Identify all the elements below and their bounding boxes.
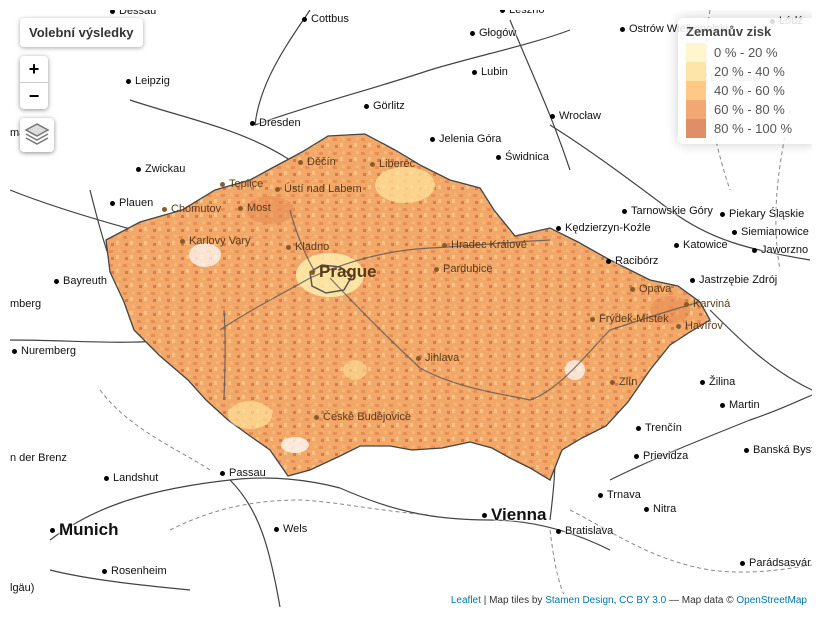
- legend-row: 60 % - 80 %: [686, 100, 808, 119]
- city-label: Jaworzno: [752, 244, 808, 256]
- city-label-major: Munich: [50, 520, 119, 540]
- city-label-cz: Karviná: [684, 298, 730, 310]
- city-label: Nitra: [644, 503, 676, 515]
- city-label-cz: Chomutov: [162, 203, 221, 215]
- city-label: Wels: [274, 523, 307, 535]
- blank-area: [281, 437, 309, 453]
- city-label: Bratislava: [556, 525, 613, 537]
- license-link[interactable]: CC BY 3.0: [619, 595, 667, 606]
- city-label: Lubin: [472, 66, 508, 78]
- city-label: Jastrzębie Zdrój: [690, 274, 777, 286]
- city-label: Tarnowskie Góry: [622, 205, 713, 217]
- city-label-cz: Havířov: [676, 320, 723, 332]
- zoom-control: + −: [20, 56, 48, 109]
- city-label-cz: Frýdek-Místek: [590, 313, 669, 325]
- legend-title: Zemanův zisk: [686, 24, 772, 39]
- city-label-major: Vienna: [482, 505, 546, 525]
- dark-area: [246, 196, 294, 224]
- city-label: Trnava: [598, 489, 641, 501]
- city-label: Racibórz: [606, 255, 658, 267]
- legend-swatch: [686, 43, 706, 62]
- city-label: Świdnica: [496, 151, 549, 163]
- leaflet-link[interactable]: Leaflet: [450, 595, 481, 606]
- roads: [10, 10, 812, 607]
- city-label: Siemianowice: [732, 226, 809, 238]
- city-label: Głogów: [470, 27, 516, 39]
- city-label: Trenčín: [636, 422, 682, 434]
- legend-swatch: [686, 119, 706, 138]
- blank-area: [189, 243, 221, 267]
- city-label: Piekary Śląskie: [720, 208, 804, 220]
- city-label: Görlitz: [364, 100, 405, 112]
- zoom-out-button[interactable]: −: [28, 86, 40, 106]
- city-label-cz: Liberec: [370, 158, 415, 170]
- city-label-cz: České Budějovice: [314, 411, 411, 423]
- city-label-cz: Kladno: [286, 241, 329, 253]
- city-label-cz: Teplice: [220, 178, 263, 190]
- city-label: Nuremberg: [12, 345, 76, 357]
- city-label: Leszno: [500, 10, 544, 16]
- city-label-cz: Karlovy Vary: [180, 235, 251, 247]
- city-label: Dessau: [110, 10, 156, 17]
- city-label: Dresden: [250, 117, 301, 129]
- city-label: Rosenheim: [102, 565, 167, 577]
- liberec-region: [375, 167, 435, 203]
- results-title-control: Volební výsledky: [20, 18, 143, 47]
- south-region: [228, 401, 272, 429]
- city-label-cz: Pardubice: [434, 263, 493, 275]
- blank-area: [565, 360, 585, 380]
- attribution: Leaflet | Map tiles by Stamen Design, CC…: [445, 594, 812, 607]
- legend-swatch: [686, 81, 706, 100]
- city-label: Landshut: [104, 472, 158, 484]
- city-label: Žilina: [700, 376, 735, 388]
- city-label-partial: mberg: [10, 298, 42, 310]
- dark-area: [650, 296, 690, 324]
- legend-row: 40 % - 60 %: [686, 81, 808, 100]
- zoom-in-button[interactable]: +: [20, 56, 48, 83]
- city-label-cz: Ústí nad Labem: [275, 183, 362, 195]
- stamen-link[interactable]: Stamen Design: [545, 595, 614, 606]
- city-label: Zwickau: [136, 163, 185, 175]
- legend-row: 0 % - 20 %: [686, 43, 808, 62]
- city-label-partial: n der Brenz: [10, 452, 67, 464]
- osm-link[interactable]: OpenStreetMap: [736, 595, 807, 606]
- city-label-capital: Prague: [310, 262, 377, 282]
- city-label: Leipzig: [126, 75, 170, 87]
- city-label-partial: lgäu): [10, 582, 35, 594]
- city-label: Banská Bystrica: [744, 444, 812, 456]
- city-label: Parádsasvár: [740, 557, 811, 569]
- prague-boundary: [309, 264, 353, 294]
- light-area: [343, 360, 367, 380]
- city-label: Passau: [220, 467, 266, 479]
- city-label-cz: Zlín: [610, 376, 637, 388]
- city-label: Martin: [720, 399, 760, 411]
- city-label: Bayreuth: [54, 275, 107, 287]
- city-label-cz: Jihlava: [416, 352, 459, 364]
- basemap: [10, 10, 812, 607]
- city-label-cz: Opava: [630, 283, 671, 295]
- layers-button[interactable]: [20, 118, 54, 152]
- city-label: Plauen: [110, 197, 153, 209]
- city-label: Wrocław: [550, 110, 601, 122]
- city-label-cz: Děčín: [298, 156, 336, 168]
- city-label: Prievidza: [634, 450, 688, 462]
- city-label-cz: Most: [238, 202, 271, 214]
- legend: Zemanův zisk 0 % - 20 % 20 % - 40 % 40 %…: [678, 18, 812, 144]
- city-label: Katowice: [674, 239, 728, 251]
- legend-swatch: [686, 100, 706, 119]
- legend-swatch: [686, 62, 706, 81]
- city-label: Kędzierzyn-Koźle: [556, 222, 651, 234]
- map-canvas[interactable]: Dessau Cottbus Leszno Ostrów Wielkopolsk…: [10, 10, 812, 607]
- inner-roads: [219, 209, 701, 401]
- city-label: Cottbus: [302, 13, 349, 25]
- city-label-cz: Hradec Králové: [442, 239, 527, 251]
- legend-row: 80 % - 100 %: [686, 119, 808, 138]
- legend-row: 20 % - 40 %: [686, 62, 808, 81]
- layers-icon: [24, 123, 50, 145]
- city-label: Jelenia Góra: [430, 133, 501, 145]
